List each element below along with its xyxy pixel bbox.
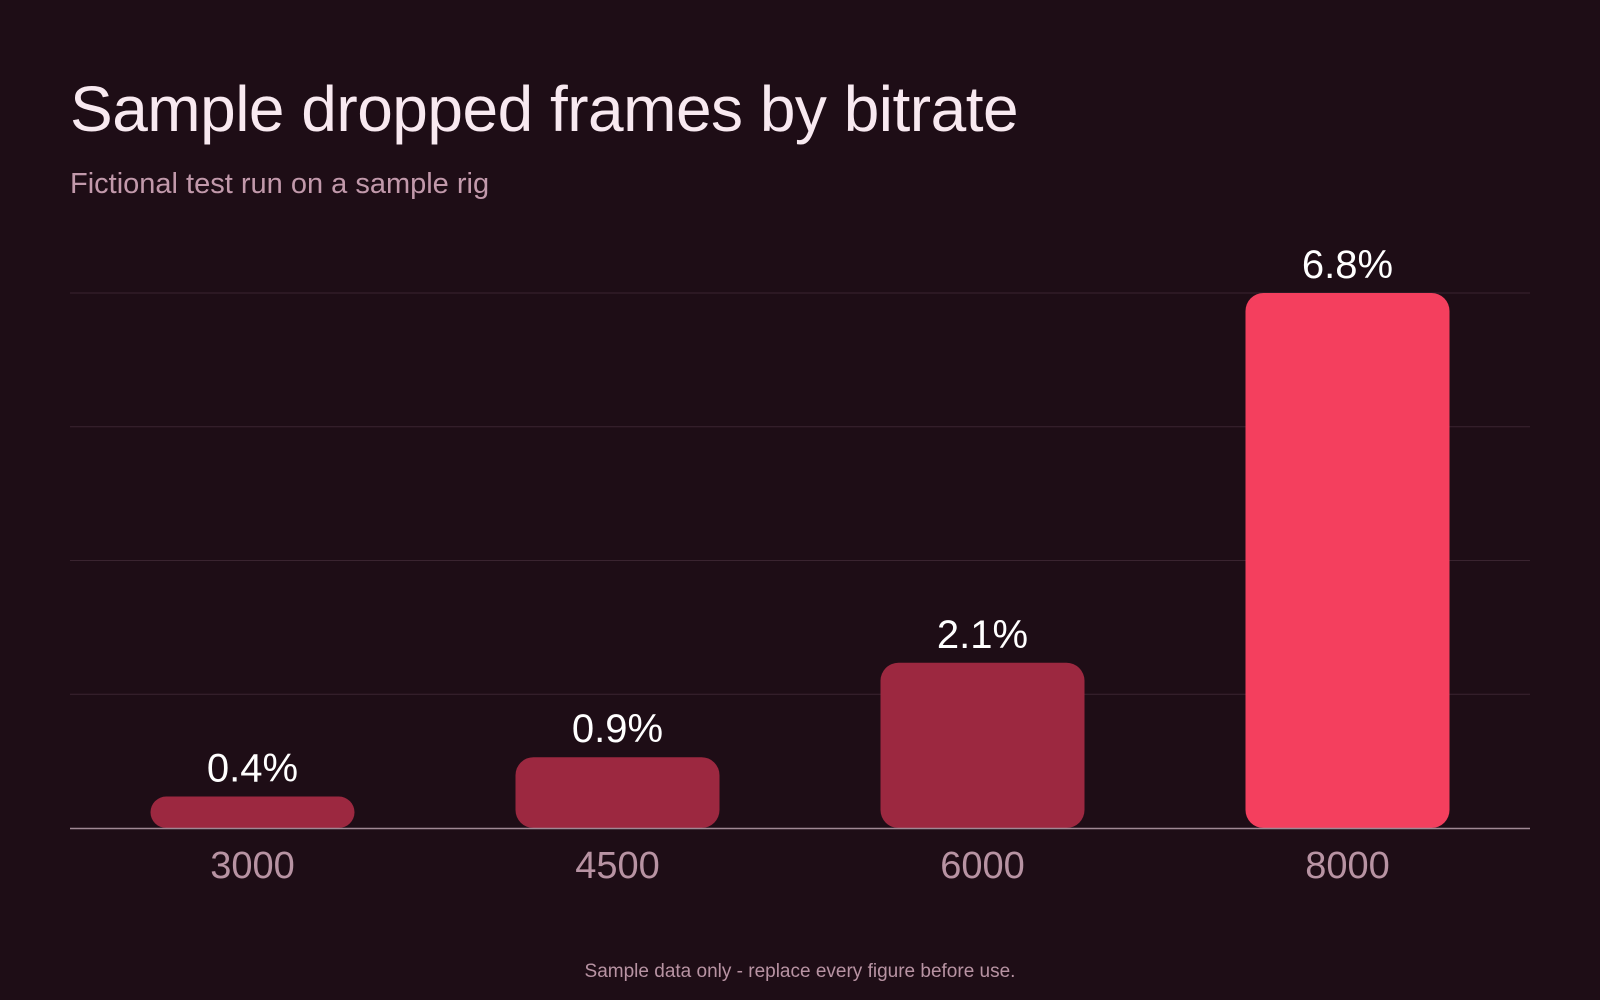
bars <box>150 293 1450 828</box>
bar-4500 <box>515 757 720 828</box>
chart-title: Sample dropped frames by bitrate <box>70 73 1019 145</box>
x-tick-label-8000: 8000 <box>1305 845 1390 887</box>
x-tick-labels: 3000 4500 6000 8000 <box>210 845 1390 887</box>
value-label-8000: 6.8% <box>1302 243 1393 287</box>
bar-6000 <box>880 662 1085 828</box>
x-tick-label-3000: 3000 <box>210 845 295 887</box>
x-tick-label-6000: 6000 <box>940 845 1025 887</box>
value-label-4500: 0.9% <box>572 707 663 751</box>
value-label-6000: 2.1% <box>937 613 1028 657</box>
value-label-3000: 0.4% <box>207 747 298 791</box>
bar-3000 <box>150 796 355 828</box>
bar-8000 <box>1245 293 1450 828</box>
footnote: Sample data only - replace every figure … <box>584 961 1016 982</box>
value-labels: 0.4% 0.9% 2.1% 6.8% <box>207 243 1393 791</box>
chart-subtitle: Fictional test run on a sample rig <box>70 168 490 200</box>
x-tick-label-4500: 4500 <box>575 845 660 887</box>
